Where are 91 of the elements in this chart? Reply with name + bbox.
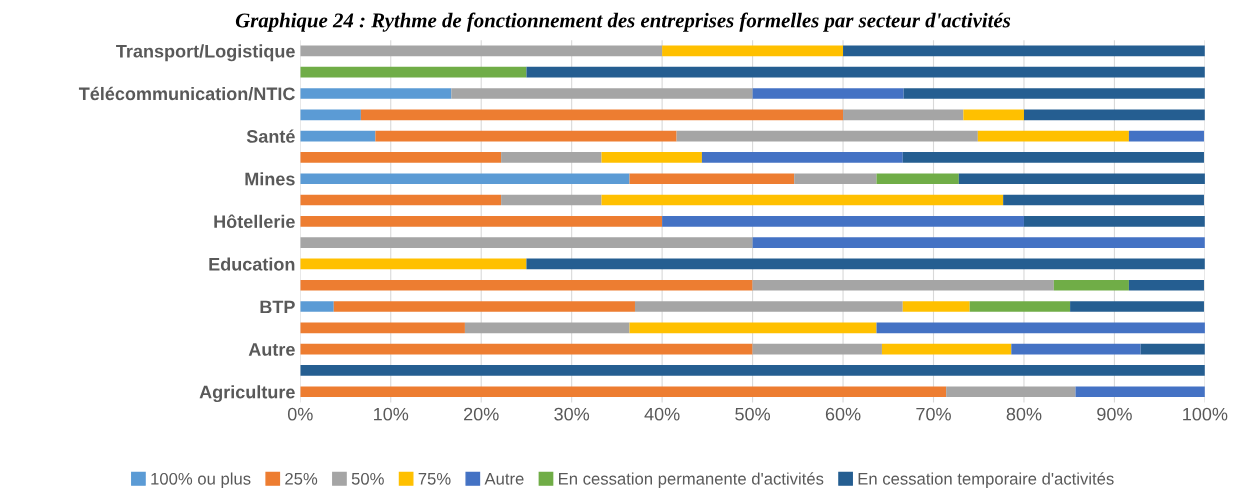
bar xyxy=(526,258,1205,270)
bar xyxy=(963,109,1024,121)
bar xyxy=(1075,386,1205,398)
y-tick-label: Agriculture xyxy=(199,385,295,403)
bar xyxy=(501,152,602,163)
bar xyxy=(903,88,1205,99)
y-tick-label: Télécommunication/NTIC xyxy=(78,86,295,101)
bar xyxy=(876,173,959,185)
y-tick-label: Santé xyxy=(246,129,295,143)
bar xyxy=(1053,279,1129,291)
bar xyxy=(300,130,376,142)
bar xyxy=(451,88,753,99)
bar xyxy=(1070,301,1204,312)
bar xyxy=(1128,130,1204,142)
bar xyxy=(752,279,1054,291)
legend-label: Autre xyxy=(484,473,524,485)
bar xyxy=(601,152,702,163)
bar xyxy=(300,279,753,291)
bar xyxy=(701,152,903,163)
bar xyxy=(946,386,1076,398)
bar xyxy=(662,215,1024,227)
y-tick-label: Autre xyxy=(248,343,295,356)
bar xyxy=(333,301,635,312)
x-tick-label: 100% xyxy=(1183,407,1228,421)
legend-label: 100% ou plus xyxy=(151,472,251,488)
bar xyxy=(300,386,947,398)
legend-label: 50% xyxy=(351,472,384,485)
bar xyxy=(676,130,978,142)
x-tick-label: 80% xyxy=(1006,407,1042,421)
bar xyxy=(300,301,334,312)
chart-title: Graphique 24 : Rythme de fonctionnement des entreprises formelles par secteur d'activités xyxy=(235,12,1011,32)
legend-label: 75% xyxy=(418,472,451,485)
bar xyxy=(300,45,663,57)
bar xyxy=(843,109,964,121)
x-tick-label: 10% xyxy=(374,407,409,421)
bar xyxy=(1128,279,1204,291)
bar xyxy=(969,301,1071,312)
bar xyxy=(300,237,753,248)
x-tick-label: 30% xyxy=(554,407,590,421)
bar xyxy=(752,343,882,355)
bar xyxy=(662,45,844,57)
bar xyxy=(1023,215,1205,227)
y-tick-label: BTP xyxy=(260,300,295,314)
bar xyxy=(977,130,1129,142)
bar xyxy=(794,173,877,185)
legend-label: En cessation permanente d'activités xyxy=(559,472,824,488)
y-tick-label: Education xyxy=(209,257,295,271)
x-tick-label: 90% xyxy=(1097,407,1132,421)
bar xyxy=(902,301,970,312)
bar xyxy=(634,301,903,312)
bar xyxy=(629,322,877,334)
bar xyxy=(501,194,602,206)
bar xyxy=(300,343,753,355)
y-tick-label: Mines xyxy=(245,172,295,186)
bar xyxy=(902,152,1204,163)
bar xyxy=(1011,343,1141,355)
bar xyxy=(300,66,527,78)
bar xyxy=(300,88,452,99)
bar xyxy=(300,258,527,270)
bar xyxy=(375,130,677,142)
bar xyxy=(843,45,1205,57)
x-tick-label: 20% xyxy=(464,407,499,421)
bar xyxy=(958,173,1205,185)
bar xyxy=(601,194,1004,206)
bar xyxy=(1003,194,1204,206)
x-tick-label: 0% xyxy=(287,407,313,421)
y-tick-label: Hôtellerie xyxy=(214,214,295,229)
bar xyxy=(300,322,465,334)
bar xyxy=(881,343,1012,355)
x-tick-label: 40% xyxy=(644,407,680,421)
legend-label: En cessation temporaire d'activités xyxy=(858,472,1114,488)
x-tick-label: 50% xyxy=(735,407,771,421)
bar xyxy=(300,109,361,121)
bar xyxy=(300,365,1205,376)
bar xyxy=(300,194,502,206)
bar xyxy=(752,237,1205,248)
bar xyxy=(300,152,502,163)
bar xyxy=(876,322,1205,334)
legend-label: 25% xyxy=(285,472,318,485)
bar xyxy=(1023,109,1205,121)
bar xyxy=(300,173,630,185)
x-tick-label: 60% xyxy=(825,407,861,421)
bar xyxy=(1140,343,1205,355)
bar xyxy=(752,88,904,99)
y-tick-label: Transport/Logistique xyxy=(116,44,295,62)
bar xyxy=(464,322,630,334)
bar xyxy=(526,66,1205,78)
x-tick-label: 70% xyxy=(916,407,951,421)
bar xyxy=(300,215,663,227)
bar xyxy=(629,173,795,185)
bar xyxy=(360,109,844,121)
